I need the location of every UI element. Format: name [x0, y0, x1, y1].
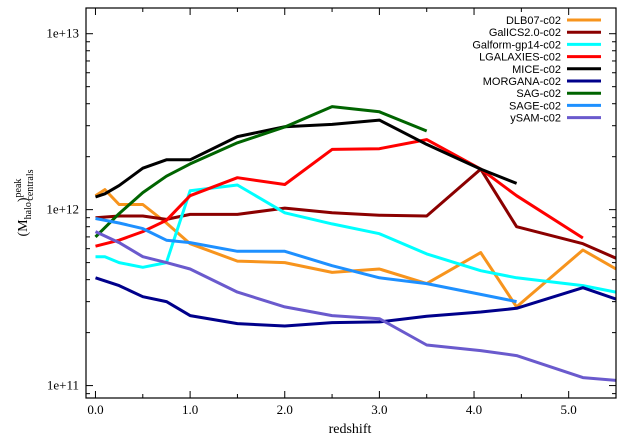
y-tick-label: 1e+13 [46, 26, 79, 41]
x-tick-label: 2.0 [277, 402, 293, 417]
x-tick-label: 1.0 [182, 402, 198, 417]
series-line-SAGE-c02 [95, 217, 517, 304]
y-tick-label: 1e+12 [46, 202, 79, 217]
x-tick-label: 3.0 [371, 402, 387, 417]
legend-label: MORGANA-c02 [483, 76, 561, 88]
series-line-DLB07-c02 [94, 188, 616, 309]
y-axis-title-close: ) [16, 197, 31, 202]
legend-label: SAG-c02 [516, 88, 561, 100]
y-axis-title-sub: halo [23, 202, 34, 219]
legend-label: GalICS2.0-c02 [489, 27, 561, 39]
x-axis-title: redshift [329, 422, 372, 437]
y-axis-title-sub2: centrals [25, 169, 36, 200]
series-layer [94, 105, 616, 382]
y-axis-title-sup: peak [13, 179, 24, 198]
x-tick-label: 5.0 [561, 402, 577, 417]
series-line-GalICS2.0-c02 [95, 167, 616, 260]
y-axis-title: (Mhalo)peakcentrals [13, 169, 36, 236]
legend-label: MICE-c02 [512, 64, 561, 76]
legend-label: LGALAXIES-c02 [479, 52, 561, 64]
series-line-ySAM-c02 [94, 230, 616, 382]
tick-layer: 0.0 1.0 2.0 3.0 4.0 5.0 1e+11 1e+12 1e+13 [46, 8, 616, 417]
y-tick-label: 1e+11 [47, 378, 79, 393]
legend: DLB07-c02GalICS2.0-c02Galform-gp14-c02LG… [472, 15, 601, 125]
y-axis-title-base: (M [16, 219, 31, 237]
series-lines [94, 105, 616, 382]
legend-label: ySAM-c02 [510, 113, 561, 125]
x-tick-label: 4.0 [466, 402, 482, 417]
series-line-MICE-c02 [95, 118, 518, 199]
series-line-Galform-gp14-c02 [95, 183, 616, 294]
legend-label: DLB07-c02 [506, 15, 561, 27]
series-line-SAG-c02 [94, 105, 428, 238]
legend-label: Galform-gp14-c02 [472, 39, 561, 51]
x-tick-label: 0.0 [87, 402, 103, 417]
series-line-MORGANA-c02 [95, 276, 616, 328]
legend-label: SAGE-c02 [509, 100, 561, 112]
plot-frame [85, 7, 617, 399]
